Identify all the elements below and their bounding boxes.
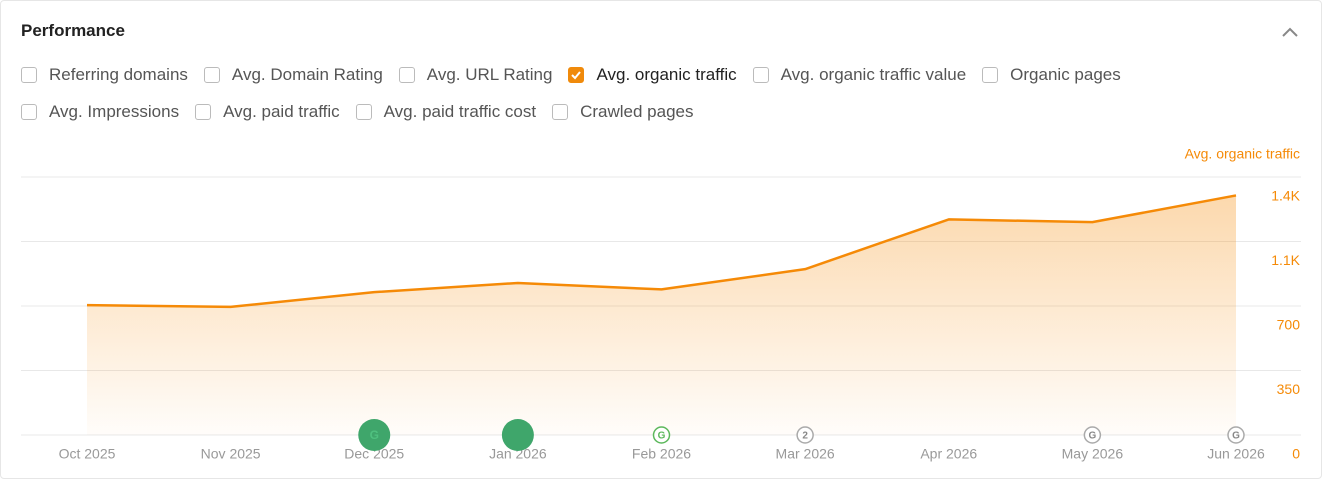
metric-checkbox[interactable]: Avg. URL Rating — [398, 63, 553, 86]
checkbox[interactable] — [982, 66, 999, 83]
checkbox[interactable] — [398, 66, 415, 83]
metric-label[interactable]: Organic pages — [1010, 64, 1121, 84]
section-title: Performance — [21, 21, 125, 40]
event-marker[interactable] — [358, 419, 391, 451]
metric-label[interactable]: Avg. Domain Rating — [231, 64, 383, 84]
event-marker — [1227, 426, 1245, 444]
checkbox[interactable] — [195, 103, 212, 120]
checkbox[interactable] — [203, 66, 220, 83]
event-marker — [1083, 426, 1102, 444]
metric-checkbox[interactable]: Avg. paid traffic cost — [355, 100, 537, 123]
y-tick-label: 1.4K — [1271, 188, 1300, 204]
check-icon — [571, 70, 582, 79]
x-tick-label: Apr 2026 — [920, 446, 977, 462]
checkbox[interactable] — [568, 66, 585, 83]
legend-label: Avg. organic traffic — [1185, 146, 1300, 162]
metric-checkbox[interactable]: Referring domains — [21, 63, 188, 86]
area — [87, 195, 1236, 435]
event-label: G — [370, 428, 379, 442]
event-marker — [652, 426, 671, 444]
metric-checkbox[interactable]: Crawled pages — [552, 100, 694, 123]
event-label: 2 — [802, 431, 808, 442]
metric-checkbox[interactable]: Avg. Domain Rating — [203, 63, 383, 86]
metric-checkbox[interactable]: Avg. organic traffic value — [752, 63, 967, 86]
metric-label[interactable]: Avg. Impressions — [49, 101, 180, 121]
metric-label[interactable]: Avg. paid traffic cost — [383, 101, 537, 121]
metric-label[interactable]: Avg. organic traffic — [596, 64, 737, 84]
event-marker[interactable] — [501, 419, 534, 451]
x-tick-label: Mar 2026 — [776, 446, 835, 462]
collapse-button[interactable] — [1280, 24, 1300, 40]
metric-toggles: Referring domains Avg. Domain Rating Avg. … — [21, 63, 1221, 123]
event-label: G — [1232, 431, 1240, 442]
y-tick-label: 0 — [1292, 446, 1300, 462]
metric-checkbox[interactable]: Avg. organic traffic — [568, 63, 737, 86]
metric-checkbox[interactable]: Organic pages — [982, 63, 1121, 86]
event-marker — [796, 426, 814, 444]
metric-label[interactable]: Crawled pages — [580, 101, 694, 121]
metric-checkbox[interactable]: Avg. Impressions — [21, 100, 179, 123]
x-tick-label: May 2026 — [1062, 446, 1124, 462]
y-tick-label: 350 — [1277, 381, 1301, 397]
metric-checkbox[interactable]: Avg. paid traffic — [195, 100, 340, 123]
checkbox[interactable] — [21, 66, 37, 83]
x-tick-label: Jan 2026 — [489, 446, 547, 462]
checkbox[interactable] — [21, 103, 37, 120]
event-label: G — [1088, 431, 1096, 442]
x-tick-label: Jun 2026 — [1207, 446, 1265, 462]
checkbox[interactable] — [752, 66, 769, 83]
checkbox[interactable] — [552, 103, 569, 120]
y-tick-label: 700 — [1277, 317, 1301, 333]
metric-label[interactable]: Referring domains — [49, 64, 188, 84]
checkbox[interactable] — [355, 103, 372, 120]
x-tick-label: Feb 2026 — [632, 446, 691, 462]
x-tick-label: Dec 2025 — [344, 446, 404, 462]
metric-label[interactable]: Avg. URL Rating — [426, 64, 553, 84]
line — [86, 194, 1237, 309]
x-tick-label: Nov 2025 — [201, 446, 261, 462]
x-tick-label: Oct 2025 — [59, 446, 116, 462]
metric-label[interactable]: Avg. organic traffic value — [780, 64, 967, 84]
y-tick-label: 1.1K — [1271, 252, 1300, 268]
metric-label[interactable]: Avg. paid traffic — [223, 101, 340, 121]
event-label: G — [658, 431, 666, 442]
